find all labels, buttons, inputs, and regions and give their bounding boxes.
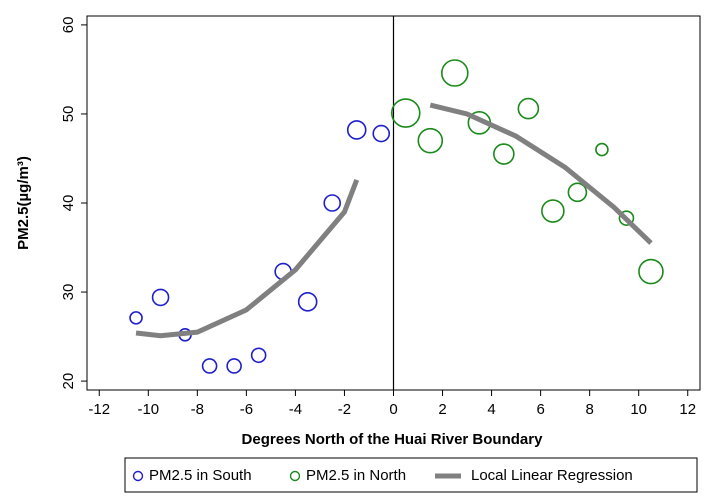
x-tick-label: 2 bbox=[438, 401, 446, 418]
bubble bbox=[390, 98, 421, 128]
bubble bbox=[129, 311, 143, 325]
legend-label: PM2.5 in South bbox=[149, 467, 252, 484]
bubble bbox=[372, 124, 391, 143]
x-tick-label: -2 bbox=[338, 401, 351, 418]
x-axis-label: Degrees North of the Huai River Boundary bbox=[242, 431, 544, 448]
x-tick-label: -6 bbox=[240, 401, 253, 418]
bubble bbox=[638, 258, 664, 285]
regression-line bbox=[135, 102, 653, 339]
bubble bbox=[440, 59, 469, 87]
bubble bbox=[567, 182, 588, 203]
bubble bbox=[346, 120, 367, 140]
x-tick-label: 8 bbox=[585, 401, 593, 418]
bubble bbox=[618, 210, 635, 226]
legend-swatch bbox=[289, 470, 301, 482]
bubble bbox=[151, 288, 170, 307]
y-tick-label: 30 bbox=[60, 284, 77, 301]
x-tick-label: -12 bbox=[88, 401, 110, 418]
bubble bbox=[250, 347, 267, 364]
x-tick-label: 6 bbox=[536, 401, 544, 418]
bubble bbox=[323, 194, 342, 212]
bubble bbox=[226, 358, 242, 374]
y-tick-label: 60 bbox=[60, 17, 77, 34]
bubble bbox=[417, 127, 444, 154]
x-tick-label: 10 bbox=[630, 401, 647, 418]
bubble bbox=[517, 97, 540, 120]
legend-label: Local Linear Regression bbox=[471, 467, 633, 484]
legend-label: PM2.5 in North bbox=[306, 467, 406, 484]
y-axis-label: PM2.5(µg/m³) bbox=[15, 156, 32, 250]
bubble bbox=[297, 292, 318, 312]
x-tick-label: -10 bbox=[137, 401, 159, 418]
x-tick-label: 4 bbox=[487, 401, 495, 418]
legend-swatch bbox=[132, 470, 144, 482]
x-tick-label: 0 bbox=[389, 401, 397, 418]
legend-box bbox=[124, 457, 698, 493]
y-tick-label: 40 bbox=[60, 195, 77, 212]
x-tick-label: 12 bbox=[679, 401, 696, 418]
bubble bbox=[595, 142, 609, 157]
x-tick-label: -4 bbox=[289, 401, 302, 418]
bubble bbox=[493, 143, 515, 165]
bubble bbox=[201, 358, 218, 374]
y-tick-label: 20 bbox=[60, 373, 77, 390]
bubble bbox=[541, 199, 565, 223]
x-tick-label: -8 bbox=[191, 401, 204, 418]
y-tick-label: 50 bbox=[60, 106, 77, 123]
